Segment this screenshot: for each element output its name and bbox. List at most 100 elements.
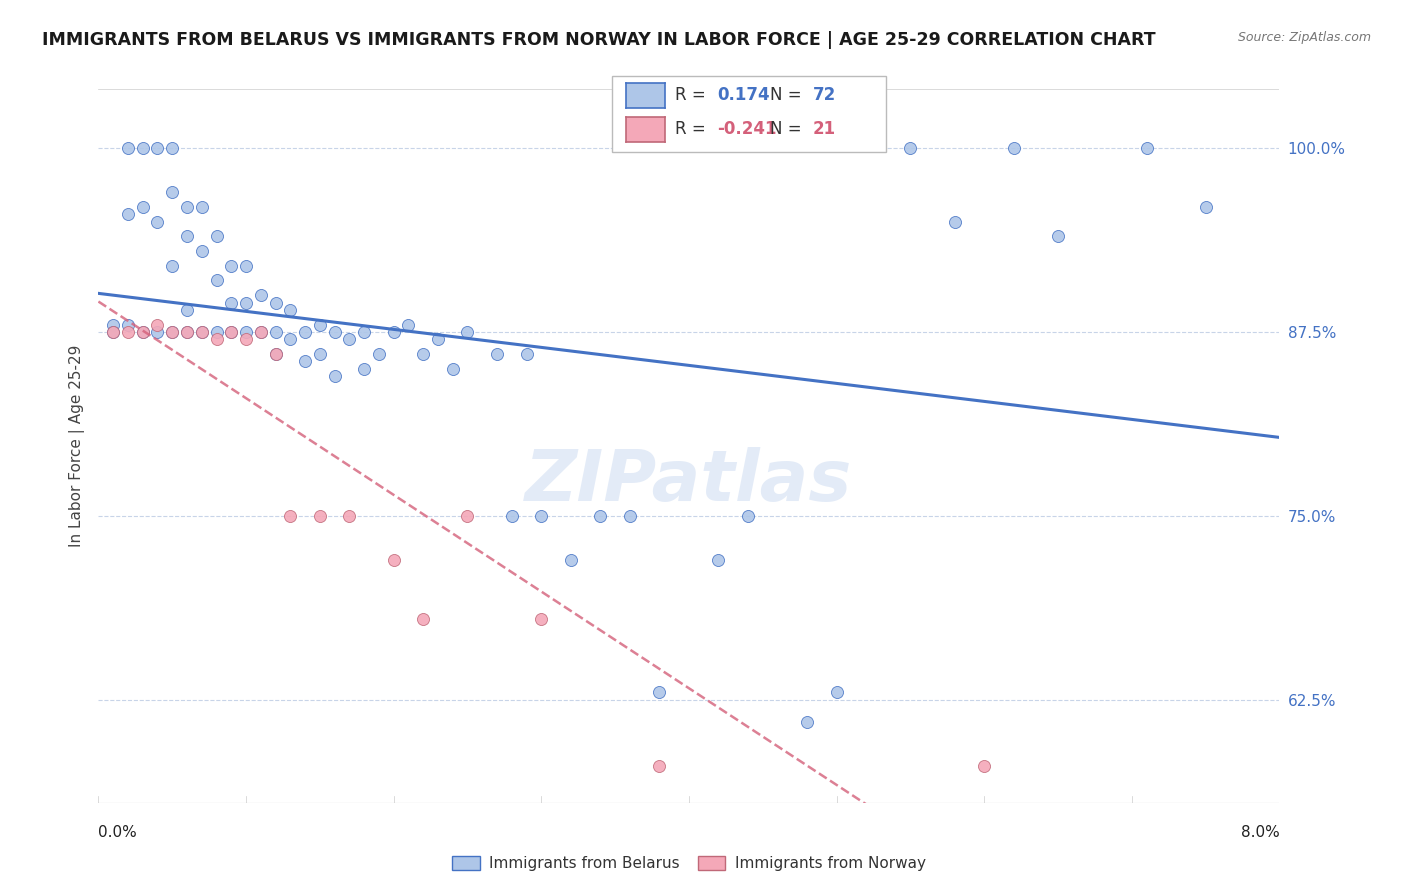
Point <box>191 325 214 339</box>
Point <box>456 508 478 523</box>
Point <box>103 318 125 332</box>
Text: Source: ZipAtlas.com: Source: ZipAtlas.com <box>1237 31 1371 45</box>
Point <box>146 141 169 155</box>
Point <box>219 259 242 273</box>
Point <box>162 141 183 155</box>
Point <box>235 325 257 339</box>
Point <box>456 325 478 339</box>
Point <box>648 759 671 773</box>
Point <box>382 553 405 567</box>
Point <box>530 612 553 626</box>
Point <box>973 759 995 773</box>
Point <box>825 685 848 699</box>
Point <box>205 273 228 287</box>
Point <box>412 347 434 361</box>
Point <box>1194 200 1216 214</box>
Point <box>132 141 155 155</box>
Point <box>176 302 198 317</box>
Point <box>132 325 155 339</box>
Point <box>191 200 214 214</box>
Point <box>132 200 155 214</box>
Text: N =: N = <box>770 120 807 138</box>
Point <box>943 214 966 228</box>
Point <box>353 361 375 376</box>
Point <box>337 332 360 346</box>
Point <box>235 295 257 310</box>
Point <box>162 185 183 199</box>
Point <box>132 325 155 339</box>
Point <box>235 259 257 273</box>
Text: R =: R = <box>675 87 711 104</box>
Point <box>103 325 125 339</box>
Point <box>323 325 346 339</box>
Point <box>162 325 183 339</box>
Point <box>294 325 316 339</box>
Legend: Immigrants from Belarus, Immigrants from Norway: Immigrants from Belarus, Immigrants from… <box>446 849 932 877</box>
Point <box>205 332 228 346</box>
Point <box>278 508 302 523</box>
Point <box>619 508 641 523</box>
Text: 0.174: 0.174 <box>717 87 769 104</box>
Point <box>235 332 257 346</box>
Point <box>103 325 125 339</box>
Point <box>1046 229 1069 244</box>
Point <box>162 259 183 273</box>
Point <box>337 508 360 523</box>
Point <box>205 229 228 244</box>
Y-axis label: In Labor Force | Age 25-29: In Labor Force | Age 25-29 <box>69 345 84 547</box>
Point <box>191 244 214 258</box>
Point <box>294 354 316 368</box>
Point <box>412 612 434 626</box>
Text: -0.241: -0.241 <box>717 120 776 138</box>
Text: ZIPatlas: ZIPatlas <box>526 447 852 516</box>
Point <box>146 325 169 339</box>
Text: 8.0%: 8.0% <box>1240 825 1279 840</box>
Text: IMMIGRANTS FROM BELARUS VS IMMIGRANTS FROM NORWAY IN LABOR FORCE | AGE 25-29 COR: IMMIGRANTS FROM BELARUS VS IMMIGRANTS FR… <box>42 31 1156 49</box>
Point <box>501 508 523 523</box>
Text: R =: R = <box>675 120 711 138</box>
Point <box>737 508 759 523</box>
Point <box>648 685 671 699</box>
Point <box>485 347 508 361</box>
Point <box>176 325 198 339</box>
Point <box>308 347 332 361</box>
Point <box>176 229 198 244</box>
Point <box>264 295 287 310</box>
Point <box>264 347 287 361</box>
Point <box>146 318 169 332</box>
Point <box>308 318 332 332</box>
Text: 21: 21 <box>813 120 835 138</box>
Point <box>264 347 287 361</box>
Point <box>219 295 242 310</box>
Point <box>117 325 139 339</box>
Point <box>441 361 464 376</box>
Point <box>162 325 183 339</box>
Text: N =: N = <box>770 87 807 104</box>
Point <box>176 325 198 339</box>
Point <box>278 302 302 317</box>
Point <box>250 288 273 302</box>
Point <box>382 325 405 339</box>
Point <box>396 318 419 332</box>
Text: 72: 72 <box>813 87 837 104</box>
Point <box>323 369 346 384</box>
Point <box>1135 141 1157 155</box>
Point <box>191 325 214 339</box>
Point <box>117 141 139 155</box>
Point <box>707 553 730 567</box>
Point <box>278 332 302 346</box>
Point <box>515 347 537 361</box>
Point <box>353 325 375 339</box>
Text: 0.0%: 0.0% <box>98 825 138 840</box>
Point <box>219 325 242 339</box>
Point <box>367 347 389 361</box>
Point <box>308 508 332 523</box>
Point <box>250 325 273 339</box>
Point <box>250 325 273 339</box>
Point <box>146 214 169 228</box>
Point <box>117 318 139 332</box>
Point <box>176 200 198 214</box>
Point <box>900 141 922 155</box>
Point <box>796 714 818 729</box>
Point <box>205 325 228 339</box>
